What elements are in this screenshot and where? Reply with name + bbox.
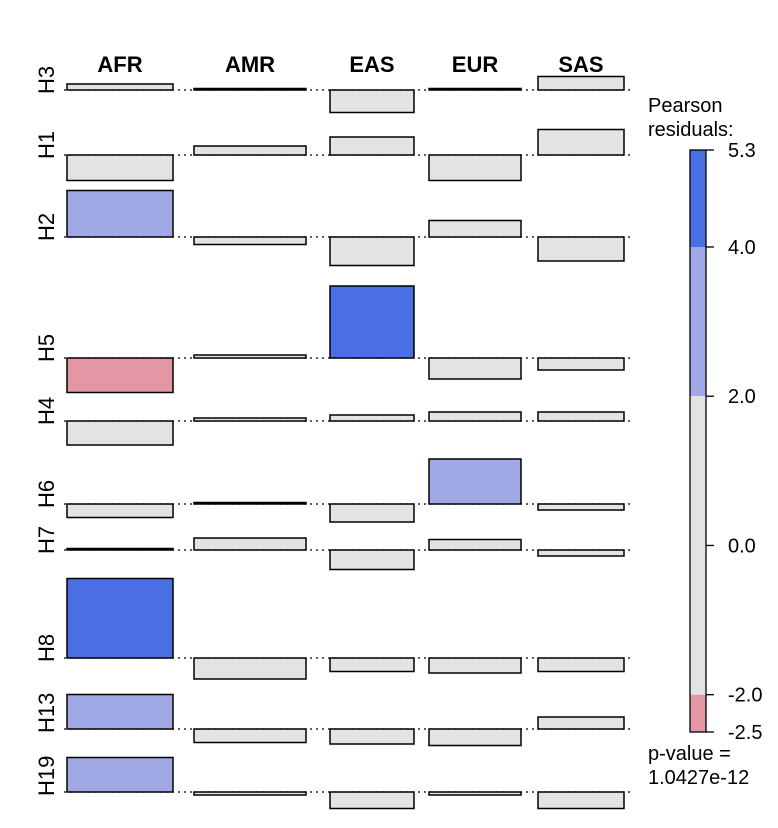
tile-h5-eur [428, 357, 522, 380]
tile-h2-afr [66, 189, 174, 238]
row-label-h3: H3 [34, 66, 59, 94]
tile-h1-sas [537, 128, 625, 156]
tile-h1-afr [66, 154, 174, 182]
tile-h4-eas [329, 414, 415, 422]
tile-h13-eas [329, 728, 415, 745]
colorbar-band-1 [690, 247, 706, 397]
tile-h19-sas [537, 791, 625, 810]
tile-h2-amr [193, 236, 307, 246]
tile-h4-afr [66, 420, 174, 446]
colorbar-ticks: 5.3 4.0 2.0 0.0 -2.0 -2.5 [706, 140, 762, 744]
colorbar-frame [689, 149, 707, 733]
column-label-eur: EUR [452, 52, 499, 77]
tile-h5-eas [329, 285, 415, 359]
tile-h3-afr [66, 83, 174, 91]
tile-h5-amr [193, 354, 307, 359]
row-label-h6: H6 [34, 480, 59, 508]
tile-h8-amr [193, 657, 307, 680]
tile-h3-amr [193, 87, 307, 91]
colorbar-tick-label-5: -2.5 [728, 722, 762, 744]
tiles-layer [64, 75, 632, 810]
colorbar-title-line1: Pearson [648, 95, 723, 117]
row-label-h19: H19 [34, 756, 59, 796]
tile-h8-eur [428, 657, 522, 674]
tile-h8-eas [329, 657, 415, 673]
tile-h8-afr [66, 577, 174, 659]
column-label-eas: EAS [349, 52, 394, 77]
tile-h19-eas [329, 791, 415, 810]
tile-h7-eur [428, 538, 522, 551]
colorbar-band-0 [690, 150, 706, 247]
row-label-h8: H8 [34, 634, 59, 662]
tile-h8-sas [537, 657, 625, 673]
tile-h6-eas [329, 503, 415, 523]
colorbar-band-3 [690, 694, 706, 732]
colorbar-legend: Pearson residuals: 5.34.02.00.0-2.0-2.5 … [648, 95, 762, 789]
tile-h2-eas [329, 236, 415, 267]
colorbar-band-2 [690, 396, 706, 695]
tile-h13-amr [193, 728, 307, 744]
tile-h13-afr [66, 693, 174, 730]
tile-h6-amr [193, 501, 307, 505]
column-labels: AFR AMR EAS EUR SAS [97, 52, 603, 77]
column-label-sas: SAS [558, 52, 603, 77]
tile-h6-sas [537, 503, 625, 511]
tile-h13-eur [428, 728, 522, 747]
tile-h1-eur [428, 154, 522, 182]
tile-h6-afr [66, 503, 174, 519]
tile-h1-eas [329, 136, 415, 156]
tile-h7-amr [193, 537, 307, 551]
tile-h3-eur [428, 87, 522, 91]
row-label-h2: H2 [34, 213, 59, 241]
tile-h19-eur [428, 791, 522, 796]
tile-h5-sas [537, 357, 625, 371]
row-label-h13: H13 [34, 693, 59, 733]
row-label-h4: H4 [34, 397, 59, 425]
column-label-afr: AFR [97, 52, 142, 77]
tile-h5-afr [66, 357, 174, 394]
colorbar-tick-label-4: -2.0 [728, 685, 762, 707]
tile-h13-sas [537, 716, 625, 730]
colorbar-bands [690, 150, 706, 732]
tile-h4-sas [537, 411, 625, 422]
colorbar-tick-label-2: 2.0 [728, 386, 756, 408]
row-label-h1: H1 [34, 131, 59, 159]
row-label-h5: H5 [34, 334, 59, 362]
row-labels: H3 H1 H2 H5 H4 H6 H7 H8 H13 H19 [34, 66, 59, 796]
tile-h2-eur [428, 219, 522, 238]
tile-h19-amr [193, 791, 307, 796]
p-value: 1.0427e-12 [648, 767, 749, 789]
colorbar-tick-label-0: 5.3 [728, 140, 756, 162]
tile-h4-eur [428, 411, 522, 422]
tile-h7-afr [66, 547, 174, 551]
tile-h2-sas [537, 236, 625, 262]
tile-h19-afr [66, 756, 174, 793]
colorbar-tick-label-1: 4.0 [728, 237, 756, 259]
colorbar-title-line2: residuals: [648, 119, 734, 141]
row-label-h7: H7 [34, 526, 59, 554]
tile-h3-eas [329, 89, 415, 114]
colorbar-tick-label-3: 0.0 [728, 535, 756, 557]
p-value-label: p-value = [648, 743, 731, 765]
tile-h7-eas [329, 549, 415, 571]
tile-h6-eur [428, 458, 522, 505]
column-label-amr: AMR [225, 52, 275, 77]
tile-h7-sas [537, 549, 625, 557]
tile-h4-amr [193, 417, 307, 422]
tile-h3-sas [537, 75, 625, 91]
tile-h1-amr [193, 145, 307, 156]
